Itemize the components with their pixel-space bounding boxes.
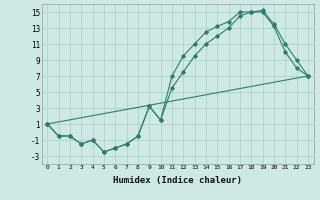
X-axis label: Humidex (Indice chaleur): Humidex (Indice chaleur) — [113, 176, 242, 185]
